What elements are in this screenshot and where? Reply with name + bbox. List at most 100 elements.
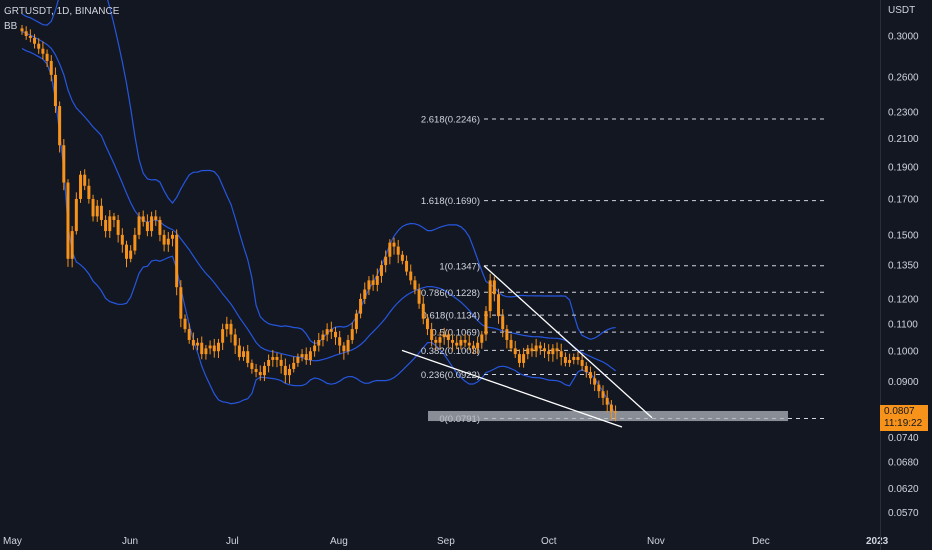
y-tick-label: 0.1500 <box>888 230 919 241</box>
candle-body <box>49 60 53 75</box>
candle-body <box>158 219 162 235</box>
candle-body <box>275 357 279 360</box>
y-tick-label: 0.1200 <box>888 294 919 305</box>
fib-label-0.236: 0.236(0.0922) <box>421 370 480 381</box>
wedge-upper-trendline <box>483 265 653 419</box>
candle-body <box>325 329 329 335</box>
x-tick-label: Nov <box>647 536 665 547</box>
candle-body <box>484 311 488 335</box>
candle-body <box>517 354 521 363</box>
candle-body <box>530 348 534 352</box>
candle-body <box>605 397 609 405</box>
candle-body <box>413 280 417 290</box>
candle-body <box>108 216 112 232</box>
fib-label-0.5: 0.5(0.1069) <box>431 328 480 339</box>
last-price-value: 0.0807 <box>884 406 915 417</box>
candle-body <box>338 337 342 346</box>
candle-body <box>471 345 475 349</box>
candle-body <box>133 234 137 251</box>
candle-body <box>501 316 505 330</box>
candle-body <box>359 298 363 314</box>
candle-body <box>363 289 367 299</box>
candle-body <box>233 334 237 346</box>
candle-body <box>150 216 154 232</box>
candle-body <box>446 334 450 340</box>
y-tick-label: 0.3000 <box>888 32 919 43</box>
y-tick-label: 0.0740 <box>888 433 919 444</box>
y-tick-label: 0.1350 <box>888 261 919 272</box>
candle-body <box>58 106 62 146</box>
candle-body <box>20 28 24 32</box>
x-axis-ticks: May Jun Jul Aug Sep Oct Nov Dec 2023 <box>3 536 889 547</box>
candle-body <box>321 334 325 340</box>
y-tick-label: 0.1100 <box>888 319 918 330</box>
candle-body <box>91 198 95 217</box>
candle-body <box>191 339 195 346</box>
candle-body <box>304 354 308 360</box>
last-price-tag: 0.0807 11:19:22 <box>880 405 928 431</box>
candle-body <box>66 182 70 259</box>
candle-body <box>588 372 592 379</box>
candle-body <box>593 378 597 385</box>
candle-body <box>104 219 108 232</box>
candle-body <box>396 246 400 255</box>
candle-body <box>120 234 124 245</box>
candle-body <box>187 329 191 340</box>
candle-body <box>476 342 480 349</box>
fib-label-0.382: 0.382(0.1003) <box>421 346 480 357</box>
axis-separator <box>880 0 881 550</box>
x-tick-label: Jun <box>122 536 138 547</box>
candle-body <box>463 339 467 343</box>
candle-body <box>375 275 379 285</box>
candle-body <box>405 260 409 272</box>
candle-body <box>24 31 28 36</box>
candle-body <box>262 365 266 376</box>
candle-body <box>53 74 57 107</box>
fib-label-2.618: 2.618(0.2246) <box>421 115 480 126</box>
candle-body <box>384 256 388 266</box>
candle-body <box>492 280 496 295</box>
y-axis-ticks: 0.3000 0.2600 0.2300 0.2100 0.1900 0.1700 0.15… <box>888 32 919 520</box>
candle-body <box>329 329 333 332</box>
candle-body <box>371 280 375 285</box>
indicator-label: BB <box>4 21 18 32</box>
candle-body <box>271 357 275 360</box>
candle-body <box>555 348 559 352</box>
candle-body <box>250 362 254 369</box>
candle-body <box>242 351 246 358</box>
candle-body <box>154 216 158 220</box>
candle-body <box>601 391 605 398</box>
candle-body <box>95 205 99 217</box>
x-tick-label: Oct <box>541 536 557 547</box>
candle-body <box>584 365 588 373</box>
candle-body <box>33 37 37 44</box>
candle-body <box>300 354 304 358</box>
candle-body <box>83 174 87 186</box>
candle-body <box>196 342 200 346</box>
candle-body <box>576 357 580 360</box>
candle-body <box>354 313 358 330</box>
candle-body <box>141 216 145 222</box>
candle-body <box>597 384 601 392</box>
candle-body <box>116 219 120 235</box>
candle-body <box>438 337 442 343</box>
candle-body <box>442 334 446 338</box>
candle-body <box>614 411 618 413</box>
candle-body <box>417 289 421 304</box>
candle-body <box>513 348 517 355</box>
candle-body <box>221 329 225 343</box>
currency-label: USDT <box>888 5 916 16</box>
fib-label-1.618: 1.618(0.1690) <box>421 196 480 207</box>
candle-body <box>430 329 434 340</box>
candle-body <box>125 244 128 259</box>
fib-label-1: 1(0.1347) <box>439 261 480 272</box>
candle-body <box>400 254 404 261</box>
candle-body <box>421 303 425 319</box>
y-tick-label: 0.1900 <box>888 163 919 174</box>
candle-body <box>425 318 429 330</box>
candle-body <box>547 351 551 355</box>
candle-body <box>342 345 346 352</box>
candle-body <box>229 323 233 335</box>
candle-countdown: 11:19:22 <box>884 418 923 429</box>
